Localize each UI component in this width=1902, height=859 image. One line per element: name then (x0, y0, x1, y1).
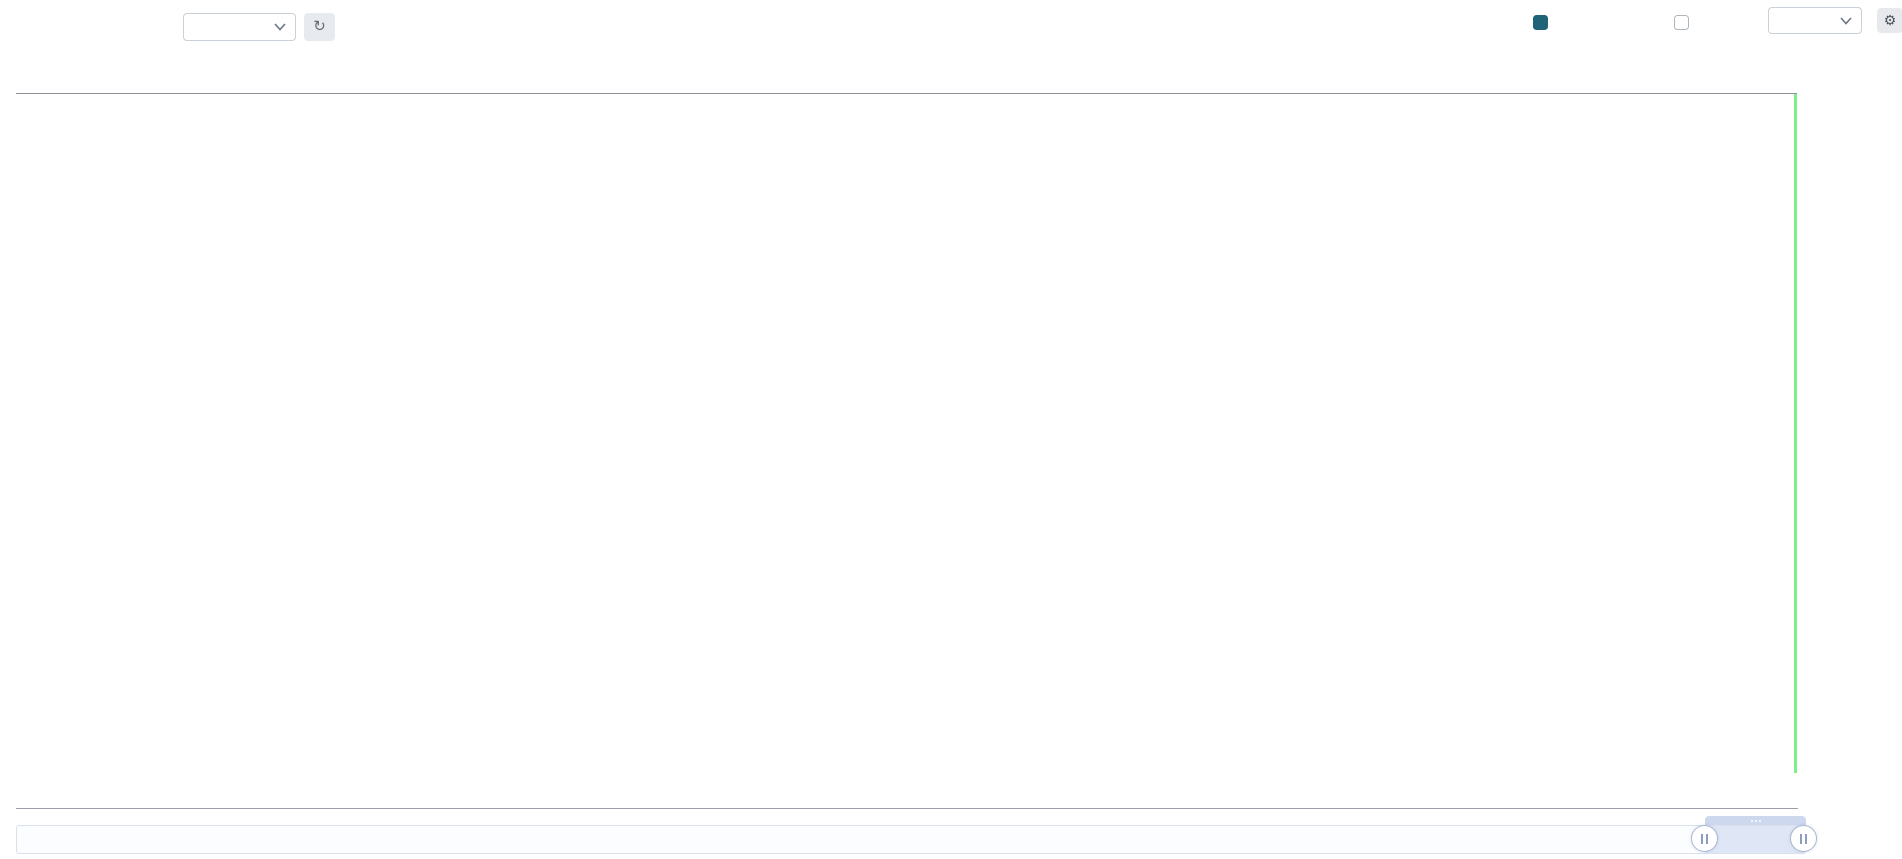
pause-bars-icon (1701, 833, 1703, 844)
datazoom-selection[interactable] (1705, 826, 1805, 853)
pause-bars-icon (1800, 833, 1802, 844)
chart-area-2h-edge-band (1794, 94, 1797, 773)
datazoom-shadow (17, 826, 1805, 853)
volume-baseline (16, 808, 1798, 809)
datazoom-move-handle[interactable] (1705, 816, 1806, 825)
datazoom-track[interactable] (16, 825, 1806, 854)
datazoom-left-handle[interactable] (1691, 825, 1718, 852)
grip-dots-icon (1750, 819, 1753, 822)
datazoom-right-handle[interactable] (1790, 825, 1817, 852)
